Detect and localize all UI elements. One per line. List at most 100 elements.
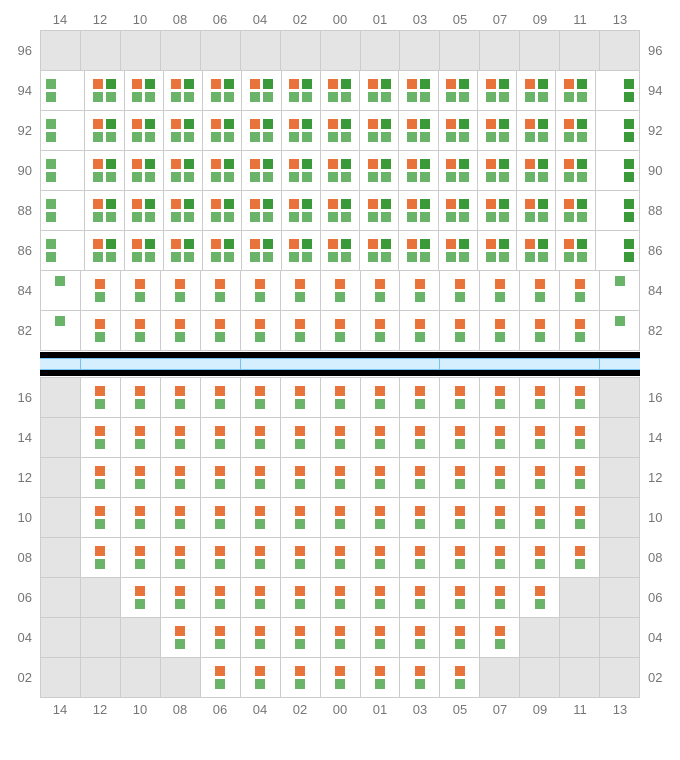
slot-cell bbox=[161, 418, 201, 457]
slot-cell bbox=[560, 271, 600, 310]
slot-cell bbox=[480, 498, 520, 537]
slot-cell bbox=[85, 151, 124, 190]
slot-cell bbox=[600, 658, 639, 697]
slot-cell bbox=[360, 71, 399, 110]
slot-cell bbox=[85, 111, 124, 150]
slot-cell bbox=[282, 231, 321, 270]
slot-cell bbox=[361, 538, 401, 577]
slot-cell bbox=[440, 498, 480, 537]
slot-cell bbox=[520, 271, 560, 310]
grid-row bbox=[41, 618, 639, 658]
grid-row bbox=[41, 151, 639, 191]
slot-cell bbox=[400, 498, 440, 537]
grid-row bbox=[41, 71, 639, 111]
slot-cell bbox=[480, 31, 520, 70]
slot-cell bbox=[321, 458, 361, 497]
col-label: 14 bbox=[40, 702, 80, 717]
slot-cell bbox=[125, 231, 164, 270]
slot-cell bbox=[281, 378, 321, 417]
slot-cell bbox=[121, 618, 161, 657]
slot-cell bbox=[321, 538, 361, 577]
slot-cell bbox=[281, 271, 321, 310]
slot-cell bbox=[241, 271, 281, 310]
slot-cell bbox=[161, 658, 201, 697]
slot-cell bbox=[41, 418, 81, 457]
slot-cell bbox=[520, 618, 560, 657]
grid-row bbox=[41, 311, 639, 351]
slot-cell bbox=[361, 498, 401, 537]
slot-cell bbox=[281, 458, 321, 497]
col-label: 00 bbox=[320, 702, 360, 717]
slot-cell bbox=[517, 71, 556, 110]
row-label: 94 bbox=[8, 70, 40, 110]
slot-cell bbox=[440, 271, 480, 310]
slot-cell bbox=[121, 271, 161, 310]
slot-cell bbox=[203, 111, 242, 150]
slot-cell bbox=[242, 151, 281, 190]
slot-cell bbox=[41, 538, 81, 577]
slot-cell bbox=[161, 31, 201, 70]
slot-cell bbox=[321, 271, 361, 310]
x-labels-bottom: 141210080604020001030507091113 bbox=[40, 702, 640, 717]
slot-cell bbox=[440, 378, 480, 417]
slot-cell bbox=[201, 658, 241, 697]
blue-bar bbox=[40, 358, 640, 370]
slot-cell bbox=[520, 378, 560, 417]
slot-cell bbox=[201, 271, 241, 310]
slot-cell bbox=[520, 311, 560, 350]
slot-cell bbox=[600, 378, 639, 417]
col-label: 02 bbox=[280, 702, 320, 717]
slot-cell bbox=[85, 231, 124, 270]
col-label: 02 bbox=[280, 12, 320, 27]
col-label: 01 bbox=[360, 12, 400, 27]
slot-cell bbox=[360, 231, 399, 270]
grid-row bbox=[41, 271, 639, 311]
slot-cell bbox=[361, 578, 401, 617]
slot-cell bbox=[41, 658, 81, 697]
slot-cell bbox=[478, 71, 517, 110]
col-label: 08 bbox=[160, 12, 200, 27]
slot-cell bbox=[399, 71, 438, 110]
slot-cell bbox=[121, 658, 161, 697]
slot-cell bbox=[321, 418, 361, 457]
slot-cell bbox=[520, 498, 560, 537]
slot-cell bbox=[480, 418, 520, 457]
bottom-grid bbox=[40, 377, 640, 698]
slot-cell bbox=[321, 658, 361, 697]
row-label: 88 bbox=[8, 190, 40, 230]
rack-diagram: { "type": "slot-grid", "colors": { "oran… bbox=[8, 8, 672, 720]
slot-cell bbox=[321, 618, 361, 657]
slot-cell bbox=[556, 191, 595, 230]
slot-cell bbox=[480, 578, 520, 617]
slot-cell bbox=[81, 271, 121, 310]
slot-cell bbox=[203, 151, 242, 190]
slot-cell bbox=[241, 538, 281, 577]
slot-cell bbox=[41, 191, 85, 230]
slot-cell bbox=[81, 618, 121, 657]
slot-cell bbox=[164, 231, 203, 270]
slot-cell bbox=[560, 458, 600, 497]
slot-cell bbox=[164, 111, 203, 150]
row-label: 96 bbox=[640, 30, 672, 70]
slot-cell bbox=[556, 111, 595, 150]
slot-cell bbox=[400, 578, 440, 617]
grid-row bbox=[41, 191, 639, 231]
slot-cell bbox=[321, 71, 360, 110]
row-label: 14 bbox=[8, 417, 40, 457]
slot-cell bbox=[596, 151, 639, 190]
slot-cell bbox=[400, 458, 440, 497]
slot-cell bbox=[560, 311, 600, 350]
row-label: 88 bbox=[640, 190, 672, 230]
slot-cell bbox=[161, 458, 201, 497]
slot-cell bbox=[201, 418, 241, 457]
slot-cell bbox=[81, 658, 121, 697]
slot-cell bbox=[596, 191, 639, 230]
slot-cell bbox=[439, 71, 478, 110]
slot-cell bbox=[361, 418, 401, 457]
slot-cell bbox=[321, 311, 361, 350]
slot-cell bbox=[201, 458, 241, 497]
slot-cell bbox=[241, 658, 281, 697]
slot-cell bbox=[201, 311, 241, 350]
slot-cell bbox=[400, 658, 440, 697]
col-label: 09 bbox=[520, 12, 560, 27]
